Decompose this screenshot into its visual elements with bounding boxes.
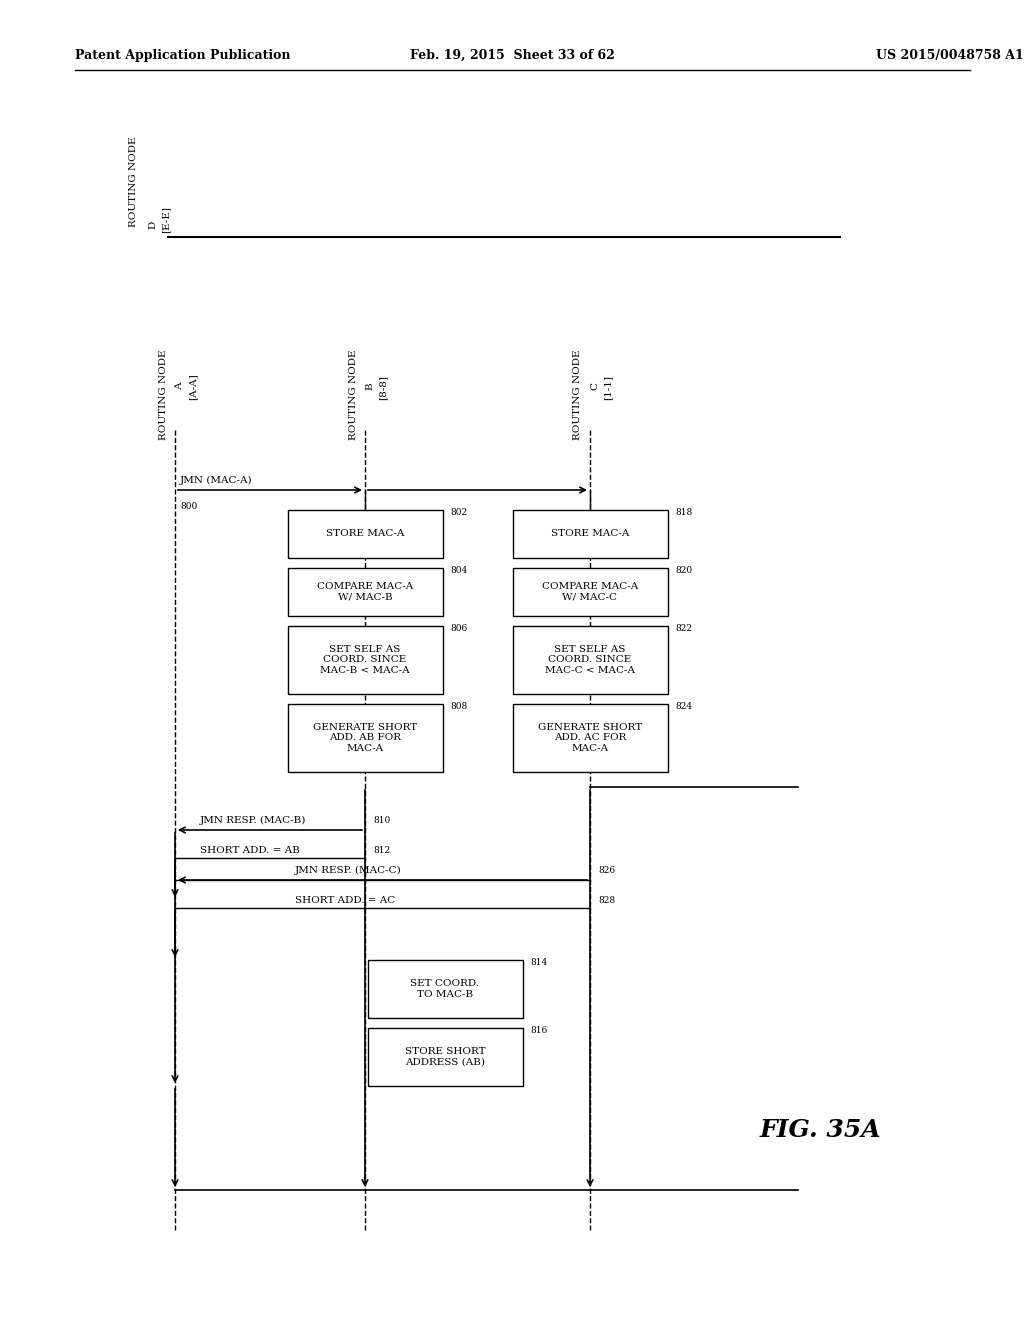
Text: US 2015/0048758 A1: US 2015/0048758 A1 [877,49,1024,62]
Text: ROUTING NODE: ROUTING NODE [128,136,137,227]
Text: Patent Application Publication: Patent Application Publication [75,49,291,62]
Text: C: C [591,381,599,389]
Text: 802: 802 [451,508,468,517]
Text: 826: 826 [598,866,615,875]
Text: 806: 806 [451,624,468,634]
Text: 818: 818 [676,508,693,517]
Text: SET COORD.
TO MAC-B: SET COORD. TO MAC-B [411,979,479,999]
Text: 800: 800 [180,502,198,511]
Text: STORE MAC-A: STORE MAC-A [326,529,404,539]
Text: D: D [148,220,158,228]
Text: 824: 824 [676,702,692,711]
Text: 812: 812 [373,846,390,855]
FancyBboxPatch shape [512,626,668,694]
Text: GENERATE SHORT
ADD. AC FOR
MAC-A: GENERATE SHORT ADD. AC FOR MAC-A [538,723,642,752]
FancyBboxPatch shape [288,704,442,772]
FancyBboxPatch shape [288,510,442,558]
Text: 820: 820 [676,566,692,576]
Text: ROUTING NODE: ROUTING NODE [159,350,168,440]
Text: [8-8]: [8-8] [379,375,387,400]
Text: SHORT ADD. = AB: SHORT ADD. = AB [200,846,300,855]
Text: 814: 814 [530,958,548,968]
FancyBboxPatch shape [512,704,668,772]
Text: 808: 808 [451,702,468,711]
Text: 816: 816 [530,1026,548,1035]
FancyBboxPatch shape [368,1028,522,1086]
Text: [E-E]: [E-E] [162,206,171,234]
Text: Feb. 19, 2015  Sheet 33 of 62: Feb. 19, 2015 Sheet 33 of 62 [410,49,614,62]
Text: COMPARE MAC-A
W/ MAC-B: COMPARE MAC-A W/ MAC-B [316,582,413,602]
Text: STORE SHORT
ADDRESS (AB): STORE SHORT ADDRESS (AB) [404,1047,485,1067]
FancyBboxPatch shape [288,568,442,616]
Text: ROUTING NODE: ROUTING NODE [348,350,357,440]
Text: 804: 804 [451,566,468,576]
Text: SET SELF AS
COORD. SINCE
MAC-B < MAC-A: SET SELF AS COORD. SINCE MAC-B < MAC-A [321,645,410,675]
Text: [A-A]: [A-A] [188,374,198,400]
Text: COMPARE MAC-A
W/ MAC-C: COMPARE MAC-A W/ MAC-C [542,582,638,602]
Text: 822: 822 [676,624,692,634]
Text: JMN RESP. (MAC-C): JMN RESP. (MAC-C) [295,866,401,875]
Text: JMN RESP. (MAC-B): JMN RESP. (MAC-B) [200,816,306,825]
Text: 810: 810 [373,816,390,825]
Text: [1-1]: [1-1] [603,375,612,400]
Text: FIG. 35A: FIG. 35A [759,1118,881,1142]
FancyBboxPatch shape [512,568,668,616]
Text: GENERATE SHORT
ADD. AB FOR
MAC-A: GENERATE SHORT ADD. AB FOR MAC-A [313,723,417,752]
Text: SET SELF AS
COORD. SINCE
MAC-C < MAC-A: SET SELF AS COORD. SINCE MAC-C < MAC-A [545,645,635,675]
FancyBboxPatch shape [368,960,522,1018]
Text: SHORT ADD. = AC: SHORT ADD. = AC [295,896,395,906]
Text: A: A [175,383,184,389]
FancyBboxPatch shape [288,626,442,694]
Text: B: B [366,383,375,389]
Text: 828: 828 [598,896,615,906]
FancyBboxPatch shape [512,510,668,558]
Text: ROUTING NODE: ROUTING NODE [573,350,583,440]
Text: STORE MAC-A: STORE MAC-A [551,529,629,539]
Text: JMN (MAC-A): JMN (MAC-A) [180,477,253,484]
